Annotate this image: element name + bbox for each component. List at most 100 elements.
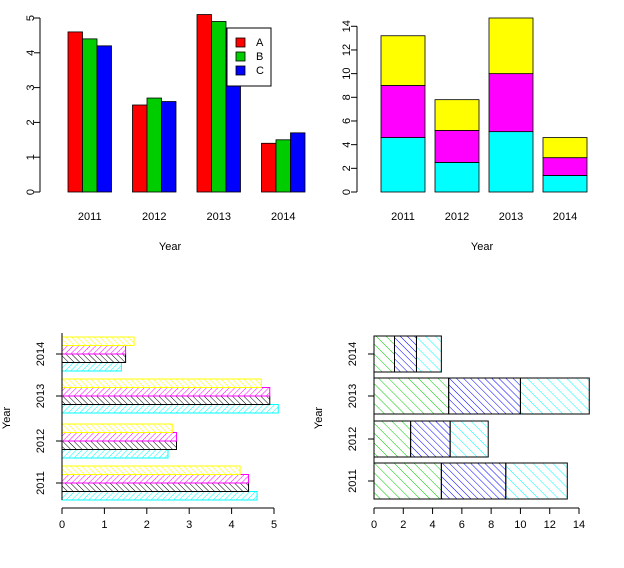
y-tick-label: 12 xyxy=(341,44,353,56)
bar xyxy=(96,45,112,193)
bar xyxy=(61,465,241,475)
y-axis-label: Year xyxy=(313,407,325,430)
x-tick-label: 1 xyxy=(101,519,107,531)
legend-swatch xyxy=(235,37,246,48)
x-tick-label: 12 xyxy=(544,519,556,531)
y-tick-label: 0 xyxy=(341,189,353,195)
bar-segment xyxy=(542,137,588,159)
bar-segment xyxy=(542,157,588,176)
chart-horizontal-hatched-bars: 0 1 2 3 4 5 2011 2012 2013 2014 Year xyxy=(1,333,279,531)
x-tick-label: 2014 xyxy=(553,211,577,223)
x-tick-label: 10 xyxy=(514,519,526,531)
legend-label: B xyxy=(256,51,263,63)
bar xyxy=(146,97,162,193)
x-tick-label: 2011 xyxy=(78,211,102,223)
legend: ABC xyxy=(226,27,272,87)
y-tick-label: 2012 xyxy=(35,429,47,453)
y-tick-label: 2012 xyxy=(347,427,359,451)
x-axis-label: Year xyxy=(159,241,182,253)
y-tick-label: 14 xyxy=(341,20,353,32)
y-tick-label: 2 xyxy=(341,165,353,171)
legend-box xyxy=(226,27,272,87)
bar-segment xyxy=(542,175,588,193)
x-tick-label: 6 xyxy=(459,519,465,531)
x-tick-label: 2 xyxy=(400,519,406,531)
bar xyxy=(61,449,169,459)
bar xyxy=(61,353,127,363)
y-tick-label: 0 xyxy=(25,189,37,195)
bar-segment xyxy=(373,462,442,500)
bar xyxy=(261,142,277,193)
x-tick-label: 2013 xyxy=(207,211,231,223)
y-tick-label: 2011 xyxy=(35,471,47,495)
bar xyxy=(61,404,279,414)
bar xyxy=(161,101,177,193)
y-tick-label: 2013 xyxy=(35,384,47,408)
legend-swatch xyxy=(235,51,246,62)
bar-segment xyxy=(449,420,489,458)
x-tick-label: 2013 xyxy=(499,211,523,223)
y-tick-label: 2011 xyxy=(347,469,359,493)
x-tick-label: 14 xyxy=(573,519,585,531)
chart-stacked-horizontal-hatched-bars: 0 2 4 6 8 10 12 14 2011 2012 2013 2014 Year xyxy=(313,335,590,531)
legend-label: C xyxy=(256,65,264,77)
bar xyxy=(211,21,227,193)
bar-segment xyxy=(505,462,568,500)
bar-segment xyxy=(373,335,395,373)
x-tick-label: 2012 xyxy=(142,211,166,223)
y-tick-label: 3 xyxy=(25,85,37,91)
bar-segment xyxy=(394,335,417,373)
bar-segment xyxy=(415,335,442,373)
bar xyxy=(67,31,83,193)
bar xyxy=(61,440,177,450)
x-tick-label: 5 xyxy=(271,519,277,531)
bar xyxy=(132,104,148,193)
legend-swatch xyxy=(235,65,246,76)
chart-stacked-bars: 0 2 4 6 8 10 12 14 2011 2012 2013 2014 Year xyxy=(341,17,588,253)
bar-segment xyxy=(434,99,480,131)
bar-segment xyxy=(410,420,451,458)
y-tick-label: 2013 xyxy=(347,384,359,408)
y-tick-label: 10 xyxy=(341,68,353,80)
bar-segment xyxy=(380,85,426,138)
y-tick-label: 8 xyxy=(341,94,353,100)
bar xyxy=(61,423,173,433)
y-tick-label: 5 xyxy=(25,15,37,21)
bar-segment xyxy=(434,162,480,193)
bar xyxy=(61,345,127,355)
bar xyxy=(61,378,262,388)
bar-segment xyxy=(519,377,590,415)
bar-segment xyxy=(488,131,534,193)
y-tick-label: 4 xyxy=(25,50,37,56)
x-tick-label: 2011 xyxy=(391,211,415,223)
bar xyxy=(82,38,98,193)
bar xyxy=(61,474,250,484)
x-tick-label: 2014 xyxy=(271,211,295,223)
y-tick-label: 2014 xyxy=(35,342,47,366)
bar xyxy=(196,14,212,193)
x-tick-label: 4 xyxy=(229,519,235,531)
x-axis-label: Year xyxy=(471,241,494,253)
x-tick-label: 2 xyxy=(144,519,150,531)
bar-segment xyxy=(434,130,480,163)
x-tick-label: 0 xyxy=(59,519,65,531)
x-tick-label: 2012 xyxy=(445,211,469,223)
x-tick-label: 4 xyxy=(430,519,436,531)
y-tick-label: 4 xyxy=(341,142,353,148)
y-tick-label: 2 xyxy=(25,119,37,125)
bar-segment xyxy=(448,377,521,415)
bar-segment xyxy=(380,35,426,86)
x-tick-label: 0 xyxy=(371,519,377,531)
bar xyxy=(61,432,177,442)
x-tick-label: 3 xyxy=(186,519,192,531)
bar-segment xyxy=(488,73,534,133)
chart-grouped-bars: 0 1 2 3 4 5 2011 2012 2013 2014 Year ABC xyxy=(25,14,306,253)
bar xyxy=(290,132,306,193)
bar-segment xyxy=(373,377,450,415)
bar-segment xyxy=(373,420,412,458)
y-axis-label: Year xyxy=(1,407,13,430)
y-tick-label: 6 xyxy=(341,118,353,124)
x-tick-label: 8 xyxy=(488,519,494,531)
y-tick-label: 1 xyxy=(25,154,37,160)
